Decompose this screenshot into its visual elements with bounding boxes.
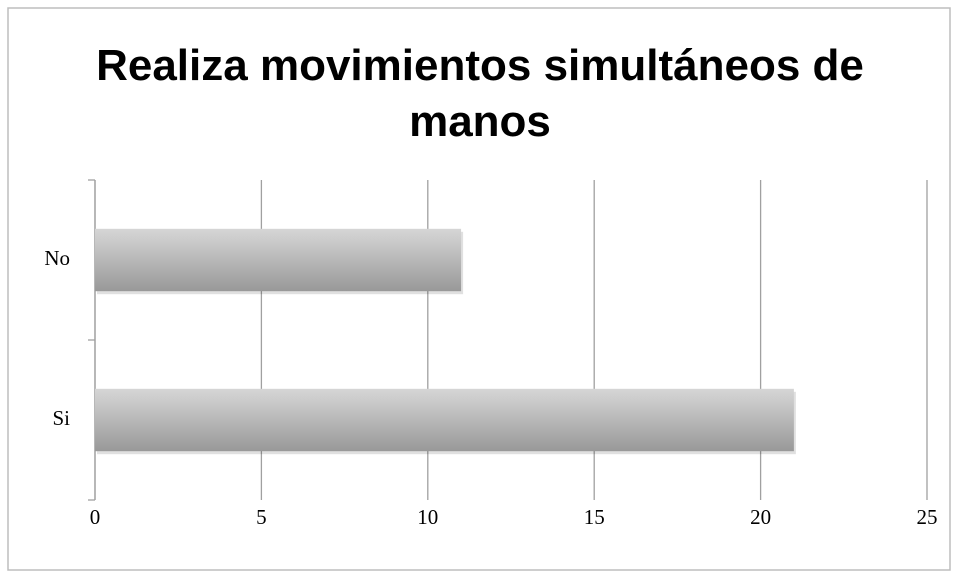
x-tick-label: 15: [584, 505, 605, 529]
bar: [95, 228, 462, 292]
x-tick-label: 25: [917, 505, 938, 529]
y-tick-label: No: [44, 246, 70, 270]
bar: [95, 388, 794, 452]
x-tick-label: 10: [417, 505, 438, 529]
y-tick-label: Si: [52, 406, 70, 430]
chart-title: Realiza movimientos simultáneos de manos: [96, 41, 864, 146]
x-tick-label: 0: [90, 505, 101, 529]
x-tick-label: 20: [750, 505, 771, 529]
x-tick-label: 5: [256, 505, 267, 529]
